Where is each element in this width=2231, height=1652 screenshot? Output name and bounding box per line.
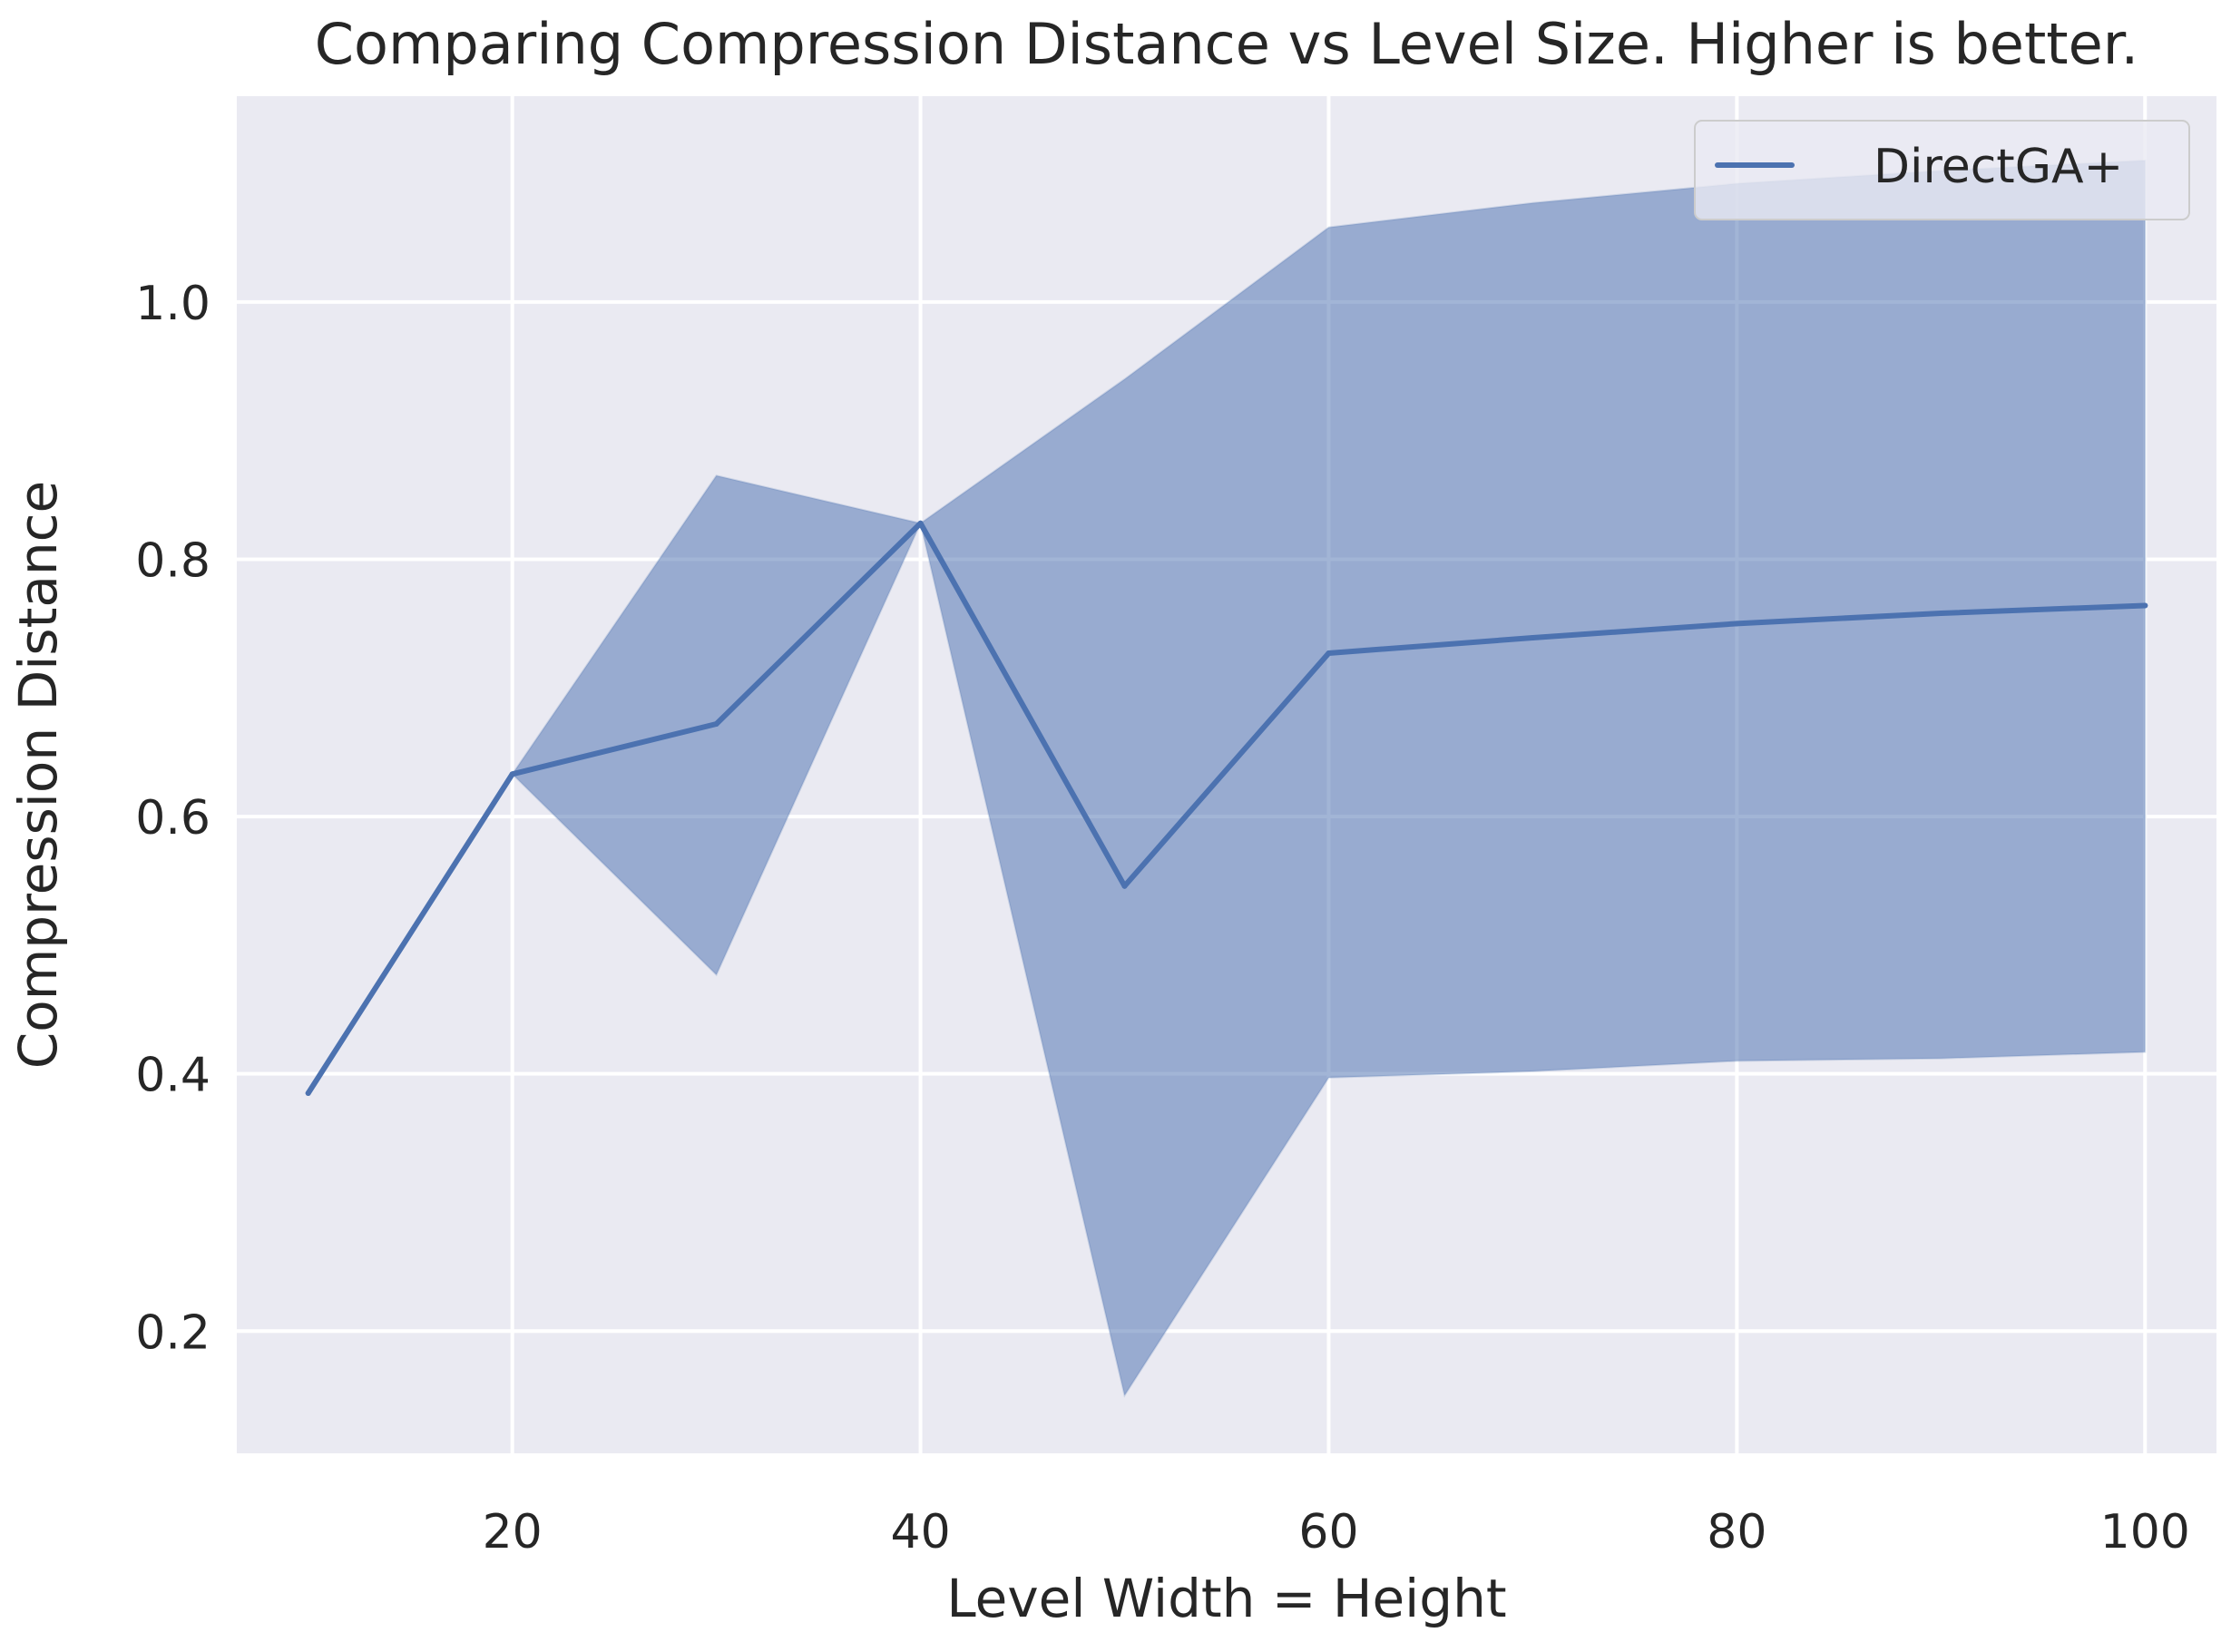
legend: DirectGA+ — [1694, 120, 2190, 220]
series-line-directga-plus — [305, 520, 2148, 1096]
data-point — [1734, 621, 1740, 627]
data-point — [509, 771, 515, 777]
y-axis-label: Compression Distance — [7, 481, 69, 1069]
y-tick-label: 0.8 — [135, 533, 210, 588]
x-tick-label: 80 — [1707, 1505, 1766, 1559]
x-tick-label: 60 — [1298, 1505, 1358, 1559]
y-tick-label: 0.6 — [135, 791, 210, 846]
data-point — [713, 721, 719, 727]
series-line-layer — [305, 520, 2148, 1096]
x-tick-label: 100 — [2100, 1505, 2190, 1559]
y-tick-label: 1.0 — [135, 277, 210, 331]
y-tick-label: 0.4 — [135, 1049, 210, 1103]
x-tick-labels: 20 40 60 80 100 — [483, 1505, 2190, 1559]
data-point — [2142, 602, 2148, 609]
data-point — [1326, 650, 1332, 656]
data-point — [1938, 611, 1944, 616]
y-tick-labels: 0.2 0.4 0.6 0.8 1.0 — [135, 277, 210, 1360]
legend-label-directga-plus: DirectGA+ — [1874, 140, 2123, 194]
x-tick-label: 40 — [890, 1505, 950, 1559]
x-tick-label: 20 — [483, 1505, 543, 1559]
chart-title: Comparing Compression Distance vs Level … — [315, 11, 2138, 77]
data-point — [1121, 883, 1128, 889]
legend-box — [1694, 120, 2190, 220]
data-point — [305, 1090, 311, 1096]
data-point — [1530, 635, 1536, 640]
data-point — [917, 520, 924, 526]
y-tick-label: 0.2 — [135, 1305, 210, 1360]
x-axis-label: Level Width = Height — [946, 1568, 1506, 1629]
